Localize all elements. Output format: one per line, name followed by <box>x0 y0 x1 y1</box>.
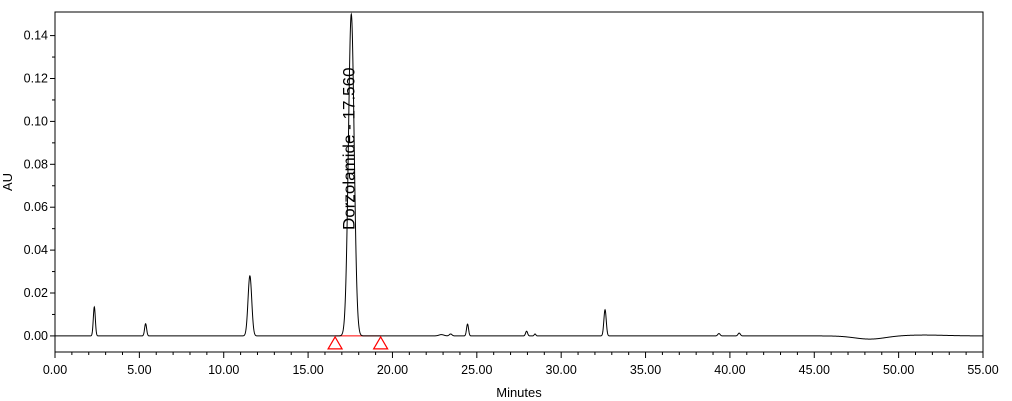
x-tick-label: 10.00 <box>208 363 239 377</box>
x-tick-label: 35.00 <box>630 363 661 377</box>
integration-marker-layer <box>327 335 389 350</box>
y-tick-label: 0.14 <box>24 29 48 43</box>
y-tick-label: 0.10 <box>24 114 48 128</box>
x-tick-label: 40.00 <box>714 363 745 377</box>
y-tick-label: 0.04 <box>24 243 48 257</box>
x-tick-label: 45.00 <box>799 363 830 377</box>
x-tick-label: 55.00 <box>967 363 998 377</box>
y-tick-label: 0.12 <box>24 71 48 85</box>
x-axis-title: Minutes <box>496 385 542 400</box>
y-axis-title: AU <box>0 173 15 191</box>
peak-start-marker <box>327 335 344 350</box>
x-tick-label: 50.00 <box>883 363 914 377</box>
x-tick-label: 0.00 <box>43 363 67 377</box>
y-tick-label: 0.06 <box>24 200 48 214</box>
x-tick-label: 25.00 <box>461 363 492 377</box>
x-tick-label: 30.00 <box>546 363 577 377</box>
x-tick-label: 5.00 <box>127 363 151 377</box>
peak-label: Dorzolamide - 17.560 <box>339 67 358 230</box>
x-tick-label: 15.00 <box>292 363 323 377</box>
chromatogram-trace <box>55 12 983 340</box>
y-tick-label: 0.02 <box>24 286 48 300</box>
plot-area <box>54 11 984 353</box>
x-tick-label: 20.00 <box>377 363 408 377</box>
y-tick-label: 0.08 <box>24 157 48 171</box>
peak-end-marker <box>372 335 389 350</box>
y-tick-label: 0.00 <box>24 329 48 343</box>
y-axis: 0.00 0.02 0.04 0.06 0.08 0.10 0.12 0.14 <box>24 29 55 343</box>
x-axis: 0.00 5.00 10.00 15.00 20.00 25.00 30.00 35.00 40… <box>43 352 999 377</box>
